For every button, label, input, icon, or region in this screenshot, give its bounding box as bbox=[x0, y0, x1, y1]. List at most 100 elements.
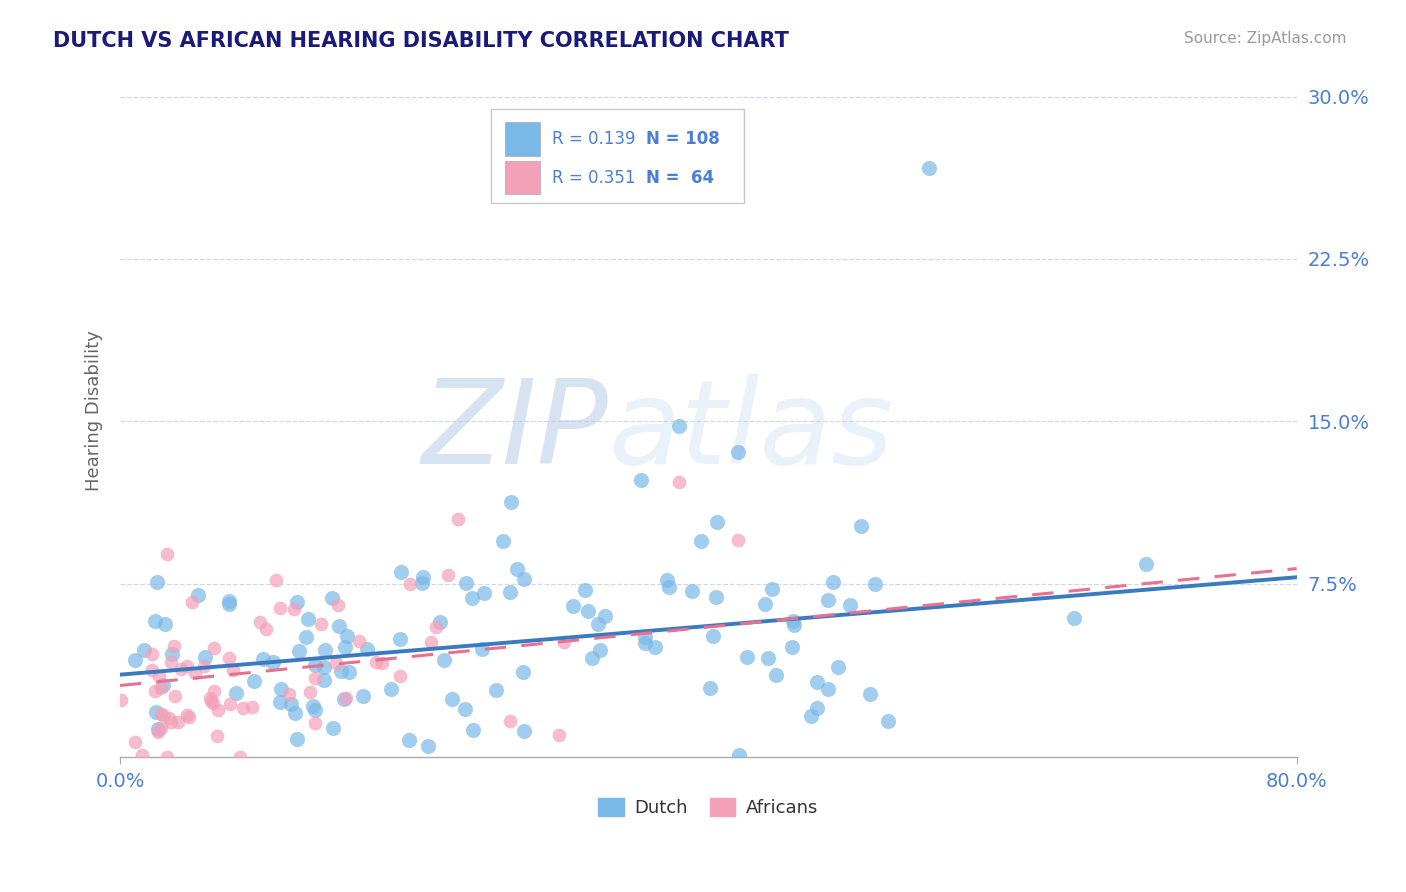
Point bbox=[285, 732, 308, 747]
Point bbox=[202, 684, 225, 698]
Point bbox=[229, 750, 252, 764]
Text: ZIP: ZIP bbox=[422, 375, 609, 488]
Point bbox=[388, 669, 411, 683]
Point bbox=[141, 663, 163, 677]
Point bbox=[655, 574, 678, 588]
FancyBboxPatch shape bbox=[505, 122, 540, 155]
Point bbox=[658, 580, 681, 594]
FancyBboxPatch shape bbox=[505, 161, 540, 194]
Point bbox=[548, 728, 571, 742]
Point bbox=[200, 690, 222, 705]
Point bbox=[143, 614, 166, 628]
Point bbox=[800, 708, 823, 723]
Point bbox=[150, 706, 173, 721]
Point bbox=[240, 700, 263, 714]
Point bbox=[681, 584, 703, 599]
Point bbox=[187, 588, 209, 602]
Point bbox=[806, 674, 828, 689]
Point bbox=[498, 714, 520, 728]
Point bbox=[166, 714, 188, 729]
Point bbox=[176, 659, 198, 673]
Text: DUTCH VS AFRICAN HEARING DISABILITY CORRELATION CHART: DUTCH VS AFRICAN HEARING DISABILITY CORR… bbox=[53, 31, 789, 51]
Point bbox=[181, 595, 204, 609]
Point bbox=[205, 729, 228, 743]
Point bbox=[513, 723, 536, 738]
Point bbox=[391, 565, 413, 579]
Legend: Dutch, Africans: Dutch, Africans bbox=[591, 790, 825, 824]
Point bbox=[193, 658, 215, 673]
Point bbox=[447, 512, 470, 526]
Point bbox=[301, 698, 323, 713]
Point bbox=[437, 567, 460, 582]
Point bbox=[328, 619, 350, 633]
Point bbox=[218, 597, 240, 611]
Point bbox=[727, 747, 749, 762]
Point bbox=[412, 570, 434, 584]
Point bbox=[309, 616, 332, 631]
Point bbox=[218, 650, 240, 665]
Point bbox=[576, 604, 599, 618]
Point bbox=[461, 723, 484, 737]
Point bbox=[329, 664, 352, 678]
Point bbox=[231, 700, 253, 714]
Point bbox=[668, 475, 690, 489]
Point bbox=[243, 674, 266, 689]
Point bbox=[849, 518, 872, 533]
Point bbox=[806, 701, 828, 715]
Point bbox=[299, 684, 322, 698]
Point bbox=[285, 595, 308, 609]
Point bbox=[159, 715, 181, 730]
Point bbox=[553, 634, 575, 648]
Point bbox=[593, 609, 616, 624]
Point bbox=[325, 657, 347, 671]
Point bbox=[506, 562, 529, 576]
Point bbox=[371, 656, 394, 670]
Point bbox=[420, 635, 443, 649]
Point bbox=[145, 575, 167, 590]
Point bbox=[823, 575, 845, 590]
Point bbox=[352, 689, 374, 703]
Point bbox=[201, 696, 224, 710]
Point bbox=[322, 721, 344, 735]
Point bbox=[148, 669, 170, 683]
Point bbox=[284, 706, 307, 721]
Point bbox=[754, 598, 776, 612]
Point bbox=[668, 418, 690, 433]
Text: R = 0.139: R = 0.139 bbox=[551, 130, 636, 148]
Point bbox=[288, 644, 311, 658]
Text: N =  64: N = 64 bbox=[645, 169, 714, 186]
Y-axis label: Hearing Disability: Hearing Disability bbox=[86, 330, 103, 491]
Point bbox=[699, 681, 721, 695]
Point bbox=[839, 598, 862, 612]
Point bbox=[202, 640, 225, 655]
Point bbox=[589, 643, 612, 657]
Point bbox=[782, 618, 804, 632]
Point bbox=[177, 710, 200, 724]
Point bbox=[461, 591, 484, 605]
Point bbox=[270, 681, 292, 696]
Point bbox=[326, 598, 349, 612]
Text: Source: ZipAtlas.com: Source: ZipAtlas.com bbox=[1184, 31, 1347, 46]
Text: R = 0.351: R = 0.351 bbox=[551, 169, 636, 186]
Point bbox=[249, 615, 271, 629]
Point bbox=[499, 584, 522, 599]
Point bbox=[194, 649, 217, 664]
Point bbox=[492, 534, 515, 549]
Point bbox=[157, 711, 180, 725]
Point bbox=[727, 533, 749, 548]
Point bbox=[124, 652, 146, 666]
Point bbox=[644, 640, 666, 654]
Point bbox=[574, 582, 596, 597]
Point bbox=[132, 643, 155, 657]
Point bbox=[586, 616, 609, 631]
Point bbox=[124, 735, 146, 749]
Point bbox=[304, 715, 326, 730]
FancyBboxPatch shape bbox=[491, 109, 744, 202]
Point bbox=[689, 534, 711, 549]
Point bbox=[398, 577, 420, 591]
Point bbox=[1063, 610, 1085, 624]
Point bbox=[561, 599, 583, 613]
Point bbox=[512, 572, 534, 586]
Point bbox=[148, 723, 170, 737]
Point bbox=[765, 668, 787, 682]
